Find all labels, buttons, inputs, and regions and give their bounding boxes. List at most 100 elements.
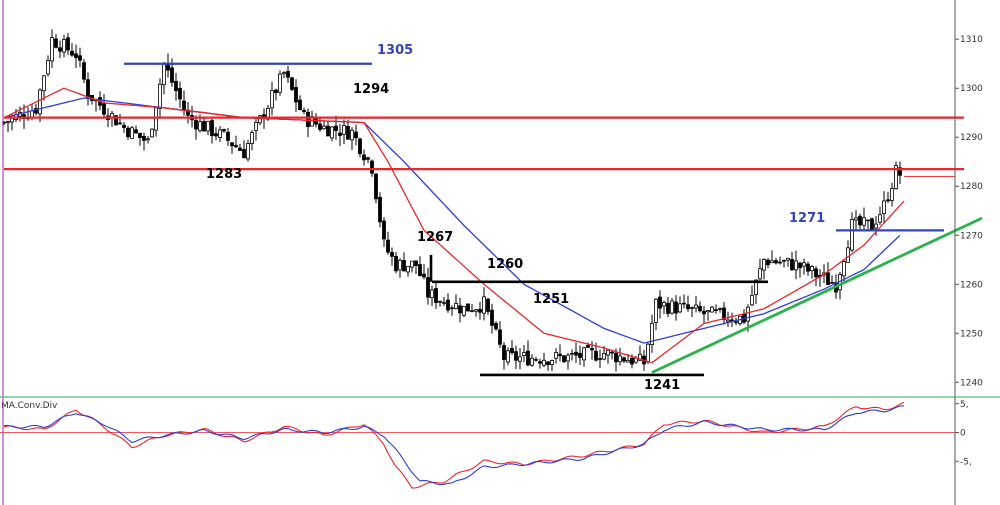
candle-body [410, 260, 414, 268]
candle-body [378, 196, 382, 223]
candle-body [278, 73, 282, 93]
candle-body [270, 90, 274, 109]
candle-body [722, 307, 726, 320]
candle-body [358, 138, 362, 155]
candle-body [42, 75, 46, 92]
candle-body [714, 309, 718, 311]
candle-body [370, 160, 374, 174]
candle-body [842, 261, 846, 277]
candle-body [626, 359, 630, 363]
candle-body [282, 72, 286, 75]
candle-body [682, 302, 686, 305]
candle-body [86, 79, 90, 98]
level-label-1271: 1271 [789, 211, 825, 226]
candle-body [38, 89, 42, 115]
candle-body [758, 268, 762, 280]
candle-body [446, 299, 450, 311]
candle-body [634, 357, 638, 363]
candle-body [362, 154, 366, 161]
candle-body [118, 122, 122, 125]
candle-body [890, 188, 894, 201]
moving-averages [3, 87, 905, 364]
macd-tick-label: 5, [960, 400, 969, 410]
candle-body [874, 223, 878, 229]
fast-moving-average [3, 87, 905, 364]
candle-body [774, 260, 778, 264]
candle-body [394, 255, 398, 272]
candle-body [618, 355, 622, 363]
candle-body [718, 308, 722, 310]
candle-body [538, 361, 542, 364]
candle-body [802, 262, 806, 267]
candle-body [846, 247, 850, 263]
candle-body [590, 348, 594, 351]
candle-body [386, 239, 390, 253]
candle-body [646, 343, 650, 363]
candle-body [222, 129, 226, 132]
candle-body [534, 359, 538, 361]
candle-body [546, 361, 550, 365]
candle-body [798, 262, 802, 269]
candle-body [130, 127, 134, 139]
macd-panel: MA.Conv.Div 5, 0 -5, [0, 400, 972, 489]
level-label-1305: 1305 [377, 43, 413, 58]
candle-body [770, 260, 774, 264]
candle-body [766, 259, 770, 266]
candle-body [290, 77, 294, 90]
price-tick-label: 1270 [960, 231, 983, 241]
candle-body [322, 125, 326, 130]
candle-body [650, 322, 654, 346]
candle-body [550, 360, 554, 365]
candle-body [810, 266, 814, 272]
candle-body [434, 288, 438, 303]
candle-body [198, 121, 202, 132]
candle-body [830, 282, 834, 284]
candle-body [258, 115, 262, 124]
candle-body [690, 307, 694, 309]
candle-body [858, 215, 862, 226]
candle-body [462, 305, 466, 316]
candle-body [466, 303, 470, 312]
candle-body [574, 351, 578, 356]
level-label-1283: 1283 [206, 167, 242, 182]
candle-body [246, 143, 250, 160]
candle-body [414, 260, 418, 266]
candle-body [78, 55, 82, 61]
level-label-1294: 1294 [353, 82, 389, 97]
candle-body [146, 138, 150, 141]
candle-body [654, 298, 658, 323]
macd-tick-label: -5, [960, 457, 972, 467]
candle-body [734, 321, 738, 323]
candle-body [398, 259, 402, 271]
candle-body [602, 352, 606, 360]
candle-body [46, 60, 50, 75]
candle-body [686, 304, 690, 310]
candle-body [350, 129, 354, 141]
level-label-1267: 1267 [417, 230, 453, 245]
candle-body [726, 319, 730, 323]
candle-body [382, 220, 386, 240]
candle-body [442, 302, 446, 304]
candle-body [298, 99, 302, 110]
candle-body [114, 115, 118, 126]
candle-body [562, 355, 566, 363]
candle-body [406, 265, 410, 273]
price-tick-label: 1260 [960, 280, 983, 290]
candle-body [102, 103, 106, 115]
candle-body [514, 351, 518, 361]
candle-body [302, 109, 306, 112]
level-label-1241: 1241 [644, 378, 680, 393]
candle-body [138, 132, 142, 138]
candle-body [230, 142, 234, 147]
candle-body [66, 37, 70, 51]
candle-body [530, 357, 534, 366]
candle-body [454, 303, 458, 309]
candle-body [430, 289, 434, 299]
macd-axis: 5, 0 -5, [955, 400, 972, 467]
candle-body [210, 120, 214, 137]
candle-body [566, 354, 570, 362]
candle-body [74, 53, 78, 58]
level-label-1251: 1251 [533, 292, 569, 307]
price-tick-label: 1250 [960, 329, 983, 339]
candle-body [866, 219, 870, 222]
